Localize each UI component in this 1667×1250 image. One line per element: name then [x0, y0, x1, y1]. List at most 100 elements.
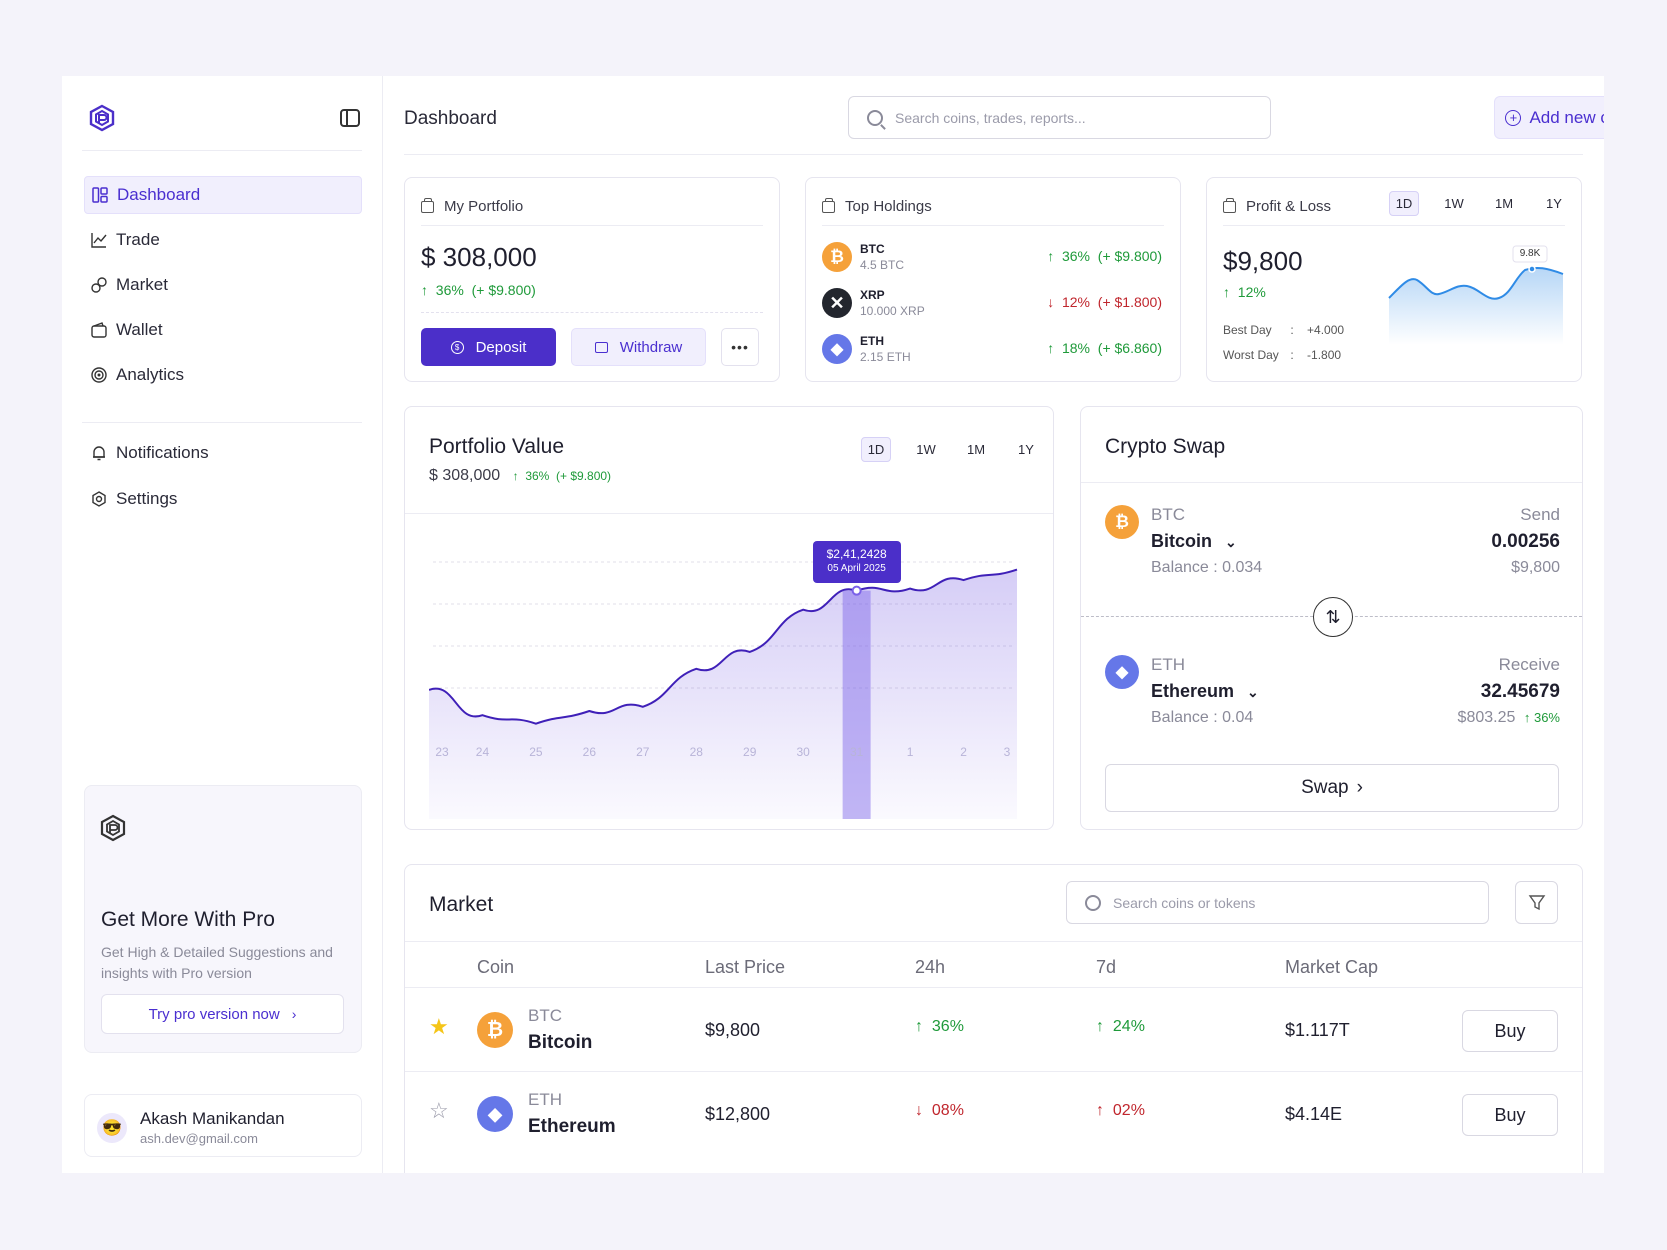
worst-day-label: Worst Day [1223, 348, 1279, 362]
nav-market[interactable]: Market [84, 266, 362, 304]
table-row[interactable]: ☆ ◆ ETH Ethereum $12,800 ↓ 08% ↑ 02% $4.… [405, 1071, 1582, 1153]
withdraw-icon [594, 341, 608, 353]
x-tick-label: 3 [1004, 745, 1011, 759]
tab-1w[interactable]: 1W [916, 442, 936, 457]
buy-button[interactable]: Buy [1462, 1094, 1558, 1136]
holding-change: ↑ 18% (+ $6.860) [1047, 340, 1162, 356]
change-24h: ↑ 36% [915, 1018, 964, 1036]
withdraw-label: Withdraw [619, 338, 683, 356]
holding-amount: 2.15 ETH [860, 350, 911, 364]
holding-row[interactable]: ◆ ETH 2.15 ETH ↑ 18% (+ $6.860) [822, 332, 1162, 366]
x-tick-label: 30 [797, 745, 811, 759]
divider [405, 513, 1053, 514]
change-7d: ↑ 02% [1096, 1102, 1145, 1120]
logo-icon[interactable] [88, 104, 116, 132]
tab-1m[interactable]: 1M [966, 442, 986, 457]
card-header: Profit & Loss [1223, 197, 1332, 215]
holding-row[interactable]: ₿ BTC 4.5 BTC ↑ 36% (+ $9.800) [822, 240, 1162, 274]
coin-symbol: BTC [528, 1006, 562, 1025]
chart-change-amount: (+ $9.800) [556, 469, 612, 483]
x-tick-label: 1 [907, 745, 914, 759]
user-profile-card[interactable]: 😎 Akash Manikandan ash.dev@gmail.com [84, 1094, 362, 1157]
tab-1y[interactable]: 1Y [1546, 196, 1562, 211]
tab-1w[interactable]: 1W [1444, 196, 1464, 211]
holding-change-percent: 36% [1061, 248, 1090, 264]
nav-label: Wallet [116, 320, 163, 339]
pnl-change-percent: 12% [1237, 284, 1266, 300]
filter-button[interactable] [1515, 881, 1558, 924]
column-header-last-price[interactable]: Last Price [705, 957, 786, 977]
chart-area-fill [429, 569, 1017, 819]
table-row[interactable]: ★ ₿ BTC Bitcoin $9,800 ↑ 36% ↑ 24% $1.11… [405, 987, 1582, 1069]
sidebar-toggle-icon[interactable] [340, 109, 360, 127]
chart-series-line [429, 568, 1018, 725]
x-tick-label: 24 [476, 745, 490, 759]
star-outline-icon[interactable]: ☆ [429, 1098, 449, 1123]
divider [404, 154, 1583, 155]
top-holdings-card: Top Holdings ₿ BTC 4.5 BTC ↑ 36% (+ $9.8… [805, 177, 1181, 382]
global-search-input[interactable]: Search coins, trades, reports... [848, 96, 1271, 139]
from-coin-name: Bitcoin [1151, 531, 1212, 551]
plus-circle-icon: + [1505, 109, 1522, 126]
card-title: My Portfolio [444, 198, 524, 215]
receive-amount[interactable]: 32.45679 [1480, 681, 1560, 702]
deposit-label: Deposit [475, 338, 527, 356]
market-search-input[interactable]: Search coins or tokens [1066, 881, 1489, 924]
best-day-value: +4.000 [1307, 323, 1345, 337]
tab-1d[interactable]: 1D [1389, 191, 1419, 216]
nav-wallet[interactable]: Wallet [84, 311, 362, 349]
tab-1y[interactable]: 1Y [1018, 442, 1034, 457]
nav-analytics[interactable]: Analytics [84, 356, 362, 394]
holding-amount: 4.5 BTC [860, 258, 905, 272]
briefcase-icon [822, 197, 835, 213]
market-search-placeholder: Search coins or tokens [1113, 894, 1256, 911]
nav-label: Notifications [116, 443, 209, 462]
withdraw-button[interactable]: Withdraw [571, 328, 706, 366]
try-pro-button[interactable]: Try pro version now › [101, 994, 344, 1034]
card-header: My Portfolio [421, 197, 524, 215]
timeframe-tabs: 1D 1W 1M 1Y [841, 437, 1041, 462]
column-header-7d[interactable]: 7d [1096, 957, 1117, 977]
x-tick-label: 26 [583, 745, 597, 759]
chevron-down-icon: ⌄ [1247, 684, 1259, 700]
nav-settings[interactable]: Settings [84, 480, 362, 518]
from-symbol: BTC [1151, 505, 1185, 524]
nav-label: Trade [116, 230, 160, 249]
add-new-coin-button[interactable]: + Add new coin [1494, 96, 1604, 139]
change-7d-value: 24% [1112, 1018, 1145, 1035]
portfolio-value-chart[interactable]: 23 24 25 26 27 28 29 30 31 1 2 3 [429, 519, 1047, 819]
analytics-icon [90, 366, 108, 384]
coin-symbol: ETH [528, 1090, 562, 1109]
tab-1m[interactable]: 1M [1494, 196, 1514, 211]
bitcoin-icon: ₿ [1105, 505, 1139, 539]
divider [1223, 225, 1565, 226]
market-cap: $1.117T [1285, 1020, 1350, 1040]
column-header-24h[interactable]: 24h [915, 957, 946, 977]
column-header-market-cap[interactable]: Market Cap [1285, 957, 1379, 977]
swap-button[interactable]: Swap › [1105, 764, 1559, 812]
tab-1d[interactable]: 1D [861, 437, 891, 462]
xrp-icon: ✕ [822, 288, 852, 318]
deposit-button[interactable]: $ Deposit [421, 328, 556, 366]
chevron-down-icon: ⌄ [1225, 534, 1237, 550]
nav-dashboard[interactable]: Dashboard [84, 176, 362, 214]
swap-direction-button[interactable]: ⇅ [1313, 597, 1353, 637]
receive-label: Receive [1498, 655, 1560, 674]
more-options-button[interactable]: ••• [721, 328, 759, 366]
from-coin-select[interactable]: Bitcoin ⌄ [1151, 531, 1237, 552]
nav-notifications[interactable]: Notifications [84, 434, 362, 472]
send-label: Send [1520, 505, 1560, 524]
send-amount[interactable]: 0.00256 [1491, 531, 1560, 552]
holding-amount: 10.000 XRP [860, 304, 925, 318]
nav-trade[interactable]: Trade [84, 221, 362, 259]
star-filled-icon[interactable]: ★ [429, 1014, 449, 1039]
column-header-coin[interactable]: Coin [477, 957, 515, 977]
highlight-bar [842, 590, 871, 819]
swap-button-label: Swap [1301, 777, 1349, 798]
holding-change-amount: (+ $1.800) [1097, 294, 1162, 310]
buy-button[interactable]: Buy [1462, 1010, 1558, 1052]
holding-row[interactable]: ✕ XRP 10.000 XRP ↓ 12% (+ $1.800) [822, 286, 1162, 320]
card-title: Profit & Loss [1246, 198, 1332, 215]
x-tick-label: 28 [690, 745, 704, 759]
to-coin-select[interactable]: Ethereum ⌄ [1151, 681, 1259, 702]
